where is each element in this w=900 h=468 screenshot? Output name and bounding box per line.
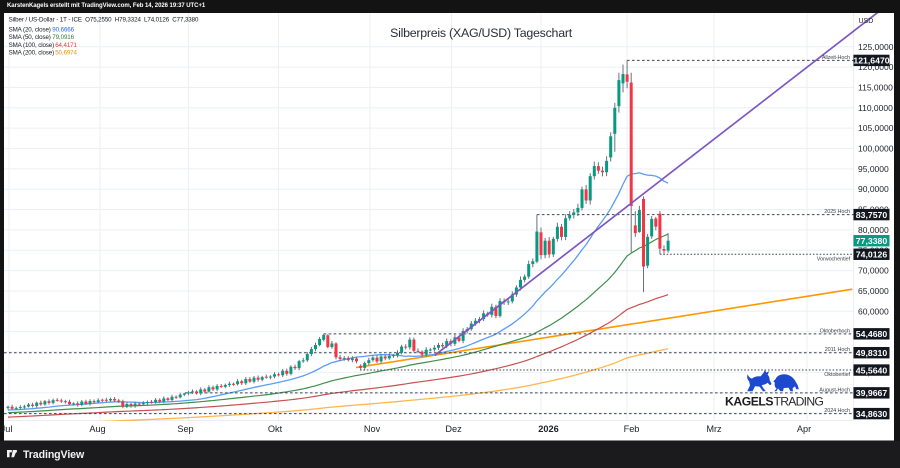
svg-text:Silber / US-Dollar - 1T - ICE: Silber / US-Dollar - 1T - ICE O75,2550 H… bbox=[9, 17, 199, 24]
svg-text:August-Hoch: August-Hoch bbox=[819, 387, 850, 393]
svg-text:77,3380: 77,3380 bbox=[856, 236, 888, 246]
svg-text:Jul: Jul bbox=[1, 424, 13, 434]
svg-text:USD: USD bbox=[859, 18, 874, 25]
svg-text:2011 Hoch: 2011 Hoch bbox=[825, 347, 850, 353]
svg-text:Silberpreis (XAG/USD) Tagescha: Silberpreis (XAG/USD) Tageschart bbox=[390, 26, 573, 40]
svg-text:KAGELS: KAGELS bbox=[725, 395, 773, 409]
svg-text:34,8630: 34,8630 bbox=[856, 409, 888, 419]
svg-text:80,0000: 80,0000 bbox=[858, 225, 889, 235]
svg-text:39,9667: 39,9667 bbox=[856, 388, 888, 398]
svg-text:95,0000: 95,0000 bbox=[858, 164, 889, 174]
svg-text:121,6470: 121,6470 bbox=[853, 56, 889, 66]
svg-text:70,0000: 70,0000 bbox=[858, 266, 889, 276]
svg-text:90,0000: 90,0000 bbox=[858, 184, 889, 194]
svg-text:Allzeit-Hoch: Allzeit-Hoch bbox=[822, 55, 850, 61]
svg-text:115,0000: 115,0000 bbox=[858, 82, 893, 92]
svg-text:79,0916: 79,0916 bbox=[52, 34, 74, 41]
svg-text:TRADING: TRADING bbox=[774, 395, 824, 409]
svg-text:100,0000: 100,0000 bbox=[858, 144, 894, 154]
svg-text:2024 Hoch: 2024 Hoch bbox=[824, 408, 850, 414]
svg-text:54,4680: 54,4680 bbox=[856, 329, 888, 339]
svg-text:64,4171: 64,4171 bbox=[55, 42, 77, 49]
svg-text:Aug: Aug bbox=[89, 424, 105, 434]
svg-text:Okt: Okt bbox=[268, 424, 283, 434]
svg-text:Mrz: Mrz bbox=[706, 424, 722, 434]
svg-text:Feb: Feb bbox=[624, 424, 640, 434]
svg-text:SMA (100, close): SMA (100, close) bbox=[9, 42, 55, 49]
svg-text:50,6974: 50,6974 bbox=[55, 50, 77, 57]
svg-text:60,0000: 60,0000 bbox=[858, 306, 889, 316]
svg-text:65,0000: 65,0000 bbox=[858, 286, 889, 296]
svg-text:Nov: Nov bbox=[364, 424, 381, 434]
svg-text:2025 Hoch: 2025 Hoch bbox=[824, 209, 850, 215]
svg-text:45,5640: 45,5640 bbox=[856, 365, 888, 375]
svg-text:105,0000: 105,0000 bbox=[858, 123, 894, 133]
svg-text:83,7570: 83,7570 bbox=[856, 210, 888, 220]
svg-text:Sep: Sep bbox=[177, 424, 193, 434]
svg-text:Oktobertief: Oktobertief bbox=[824, 372, 850, 378]
svg-text:Oktoberhoch: Oktoberhoch bbox=[820, 328, 850, 334]
svg-text:Apr: Apr bbox=[797, 424, 811, 434]
svg-text:SMA (20, close): SMA (20, close) bbox=[9, 26, 51, 33]
svg-text:120,0000: 120,0000 bbox=[858, 62, 894, 72]
svg-text:SMA (200, close): SMA (200, close) bbox=[9, 50, 55, 57]
svg-text:125,0000: 125,0000 bbox=[858, 42, 894, 52]
svg-text:49,8310: 49,8310 bbox=[856, 348, 888, 358]
svg-text:Vorwochentief: Vorwochentief bbox=[817, 256, 851, 262]
svg-text:SMA (50, close): SMA (50, close) bbox=[9, 34, 51, 41]
svg-text:74,0126: 74,0126 bbox=[856, 249, 888, 259]
svg-text:90,6666: 90,6666 bbox=[52, 26, 74, 33]
svg-text:110,0000: 110,0000 bbox=[858, 103, 893, 113]
svg-text:2026: 2026 bbox=[538, 424, 558, 434]
svg-text:Dez: Dez bbox=[445, 424, 462, 434]
